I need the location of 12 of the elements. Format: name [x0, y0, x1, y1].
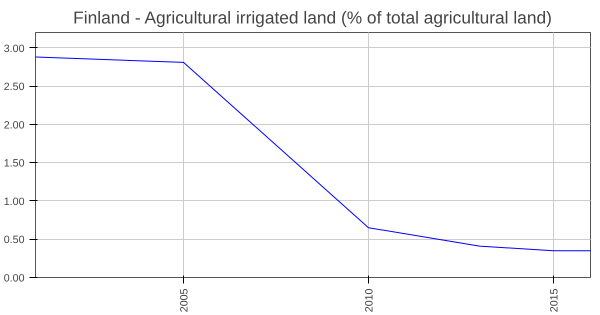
y-tick-label: 1.00: [4, 196, 25, 208]
y-tick-label: 0.00: [4, 272, 25, 284]
y-tick-label: 2.00: [4, 119, 25, 132]
chart-title: Finland - Agricultural irrigated land (% of total agricultural land): [73, 8, 552, 28]
x-tick-label: 2005: [178, 288, 190, 312]
y-tick-label: 0.50: [4, 234, 25, 246]
y-tick-label: 2.50: [4, 81, 25, 94]
line-series: [36, 56, 590, 252]
y-tick-label: 1.50: [4, 158, 25, 170]
x-tick-label: 2010: [364, 288, 376, 312]
x-tick-label: 2015: [548, 288, 560, 312]
y-tick-label: 3.00: [4, 42, 25, 55]
